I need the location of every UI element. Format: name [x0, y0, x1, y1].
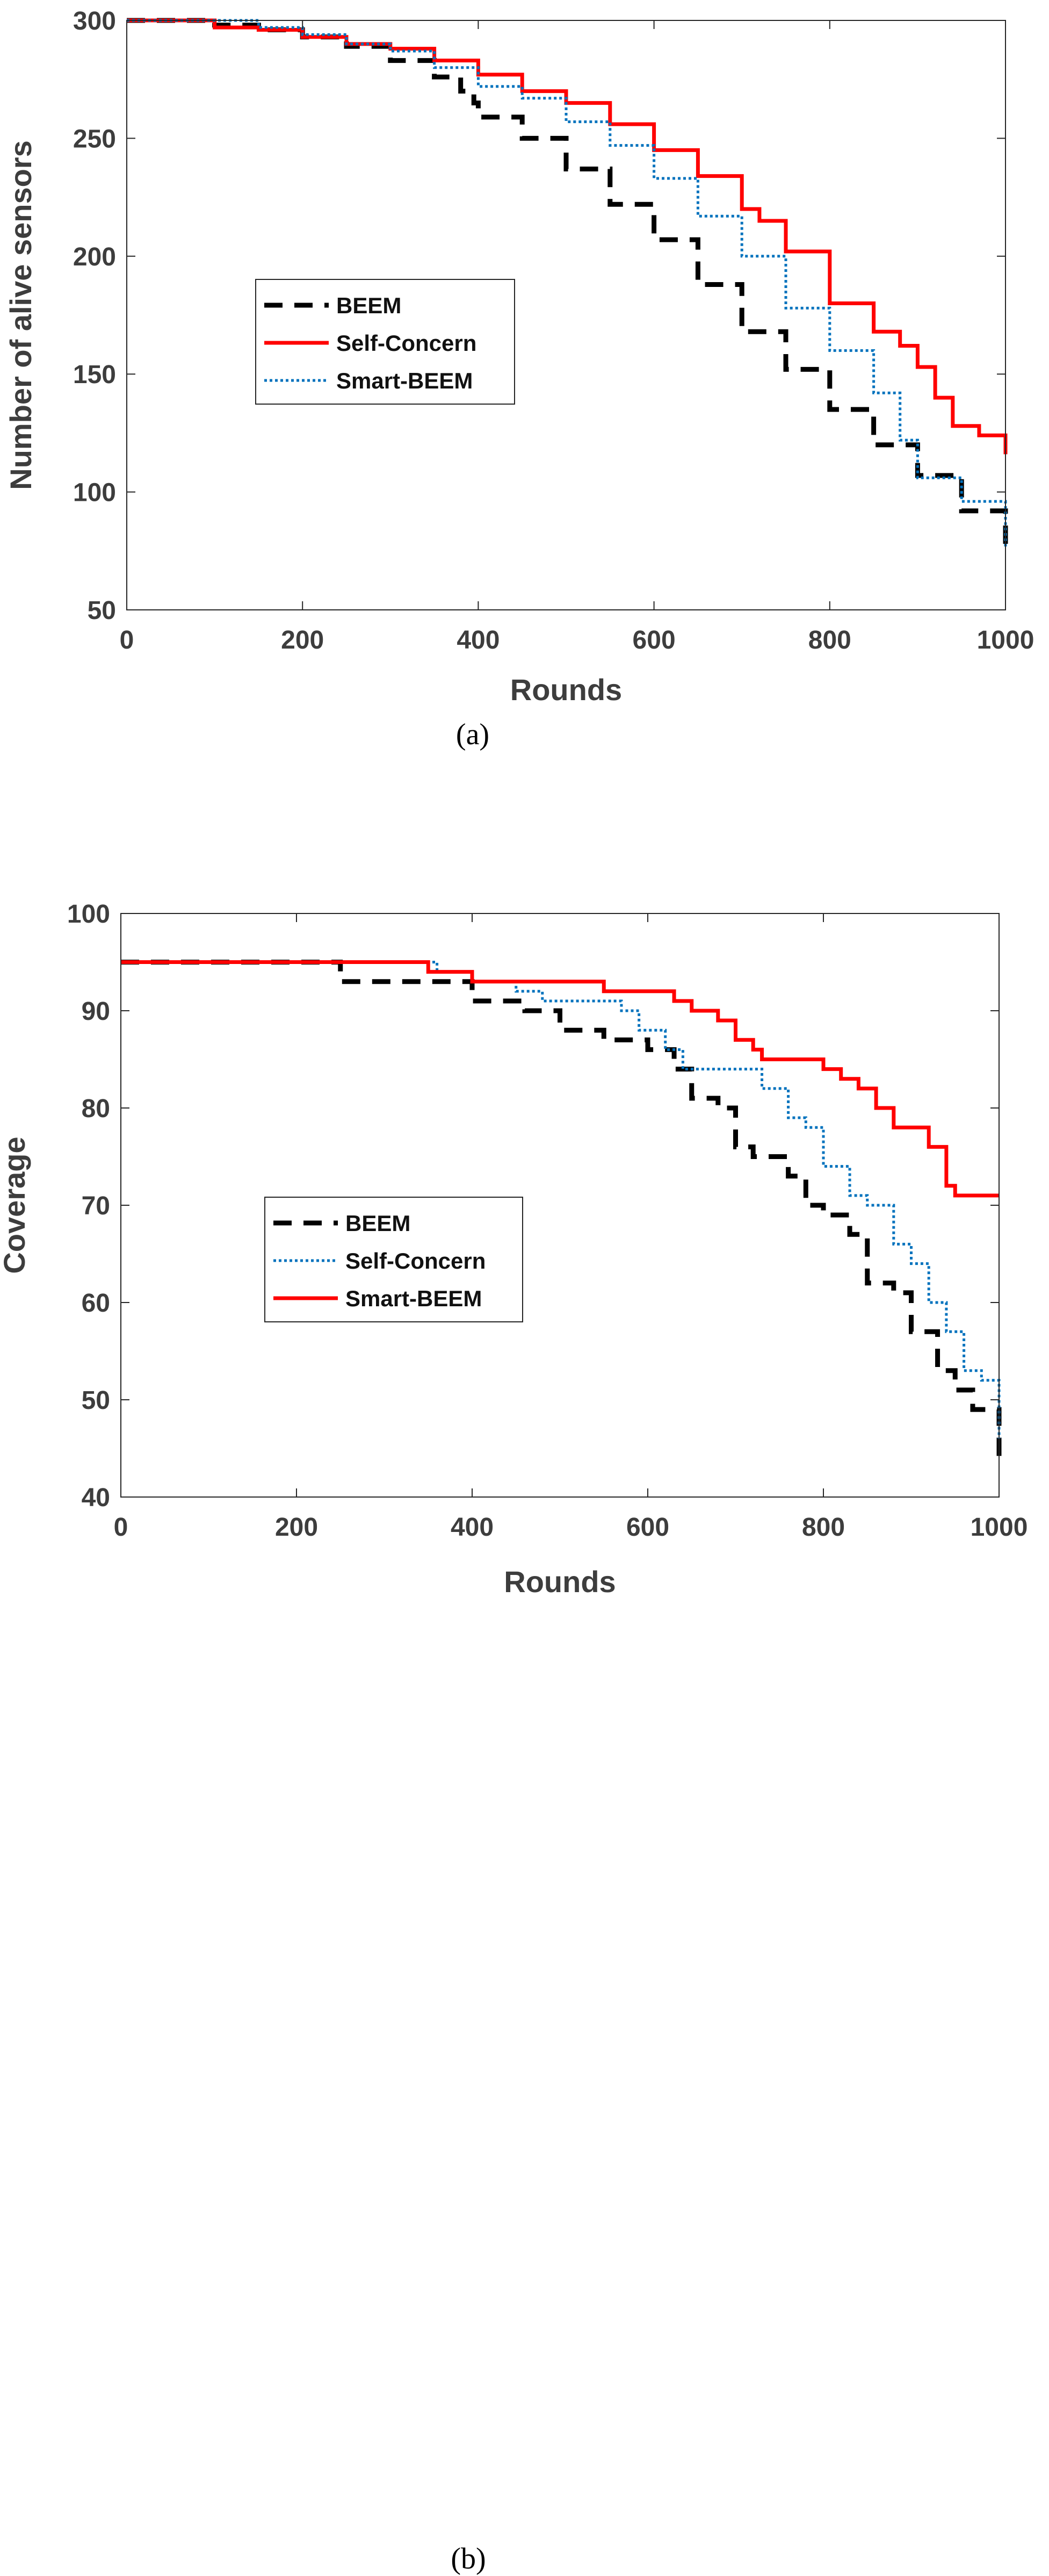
chart-a-svg: 0 200 400 600 800 1000 50 100 150 200 250 300 Rounds…	[4, 7, 1034, 707]
chart-a-x-tick-label: 0	[120, 626, 134, 654]
chart-a-legend-label: BEEM	[336, 293, 401, 318]
chart-a-x-tick-label: 600	[633, 626, 676, 654]
chart-a-x-tick-label: 800	[808, 626, 851, 654]
chart-b-series-beem	[121, 960, 1002, 1458]
chart-a-legend-label: Self-Concern	[336, 330, 476, 356]
chart-a-series-beem	[127, 18, 1008, 551]
chart-b-x-axis-label: Rounds	[504, 1565, 616, 1599]
chart-a-x-tick-label: 1000	[977, 626, 1034, 654]
chart-b-legend-label: BEEM	[345, 1211, 410, 1236]
chart-b: 0 200 400 600 800 1000 40 50 60 70 80 90 100 Rounds Co…	[0, 900, 1049, 2575]
chart-b-y-tick-label: 60	[82, 1289, 110, 1318]
chart-a-plot-frame	[126, 20, 1006, 610]
chart-b-x-tick-label: 200	[275, 1513, 318, 1542]
chart-b-x-tick-label: 1000	[971, 1513, 1028, 1542]
chart-b-y-tick-label: 80	[82, 1095, 110, 1123]
chart-a-y-tick-label: 200	[73, 243, 116, 271]
chart-a-y-axis-label: Number of alive sensors	[4, 140, 38, 490]
chart-b-x-tick-label: 600	[626, 1513, 669, 1542]
chart-b-legend-label: Self-Concern	[345, 1248, 486, 1273]
chart-b-y-tick-label: 50	[82, 1386, 110, 1415]
chart-b-caption: (b)	[451, 2542, 486, 2575]
chart-b-svg: 0 200 400 600 800 1000 40 50 60 70 80 90 100 Rounds Co…	[0, 900, 1028, 1599]
chart-b-legend-label: Smart-BEEM	[345, 1286, 482, 1311]
chart-b-series-self-concern	[121, 961, 1001, 1439]
chart-a-legend-label: Smart-BEEM	[336, 368, 473, 393]
chart-b-y-axis-label: Coverage	[0, 1136, 31, 1273]
chart-b-x-tick-label: 0	[114, 1513, 128, 1542]
chart-a-x-tick-label: 400	[457, 626, 500, 654]
chart-a-caption: (a)	[455, 718, 490, 751]
chart-b-y-tick-label: 40	[82, 1484, 110, 1512]
chart-a-y-tick-label: 150	[73, 361, 116, 389]
chart-b-x-tick-label: 800	[802, 1513, 845, 1542]
chart-a-y-tick-label: 300	[73, 7, 116, 35]
chart-a-y-tick-label: 100	[73, 479, 116, 507]
chart-a-x-tick-label: 200	[281, 626, 324, 654]
chart-a-series-smart-beem	[127, 19, 1007, 549]
chart-b-x-tick-label: 400	[451, 1513, 494, 1542]
chart-a-y-tick-label: 250	[73, 125, 116, 153]
chart-b-y-tick-label: 70	[82, 1192, 110, 1220]
chart-b-y-tick-label: 100	[67, 900, 110, 929]
chart-a-series-self-concern	[127, 18, 1008, 455]
chart-a-legend-box	[255, 279, 515, 405]
chart-a-y-tick-label: 50	[88, 596, 116, 625]
chart-b-series-smart-beem	[121, 960, 999, 1198]
chart-a-x-axis-label: Rounds	[510, 673, 622, 707]
chart-b-y-tick-label: 90	[82, 997, 110, 1026]
chart-a: 0 200 400 600 800 1000 50 100 150 200 250 300 Rounds…	[0, 0, 1049, 779]
